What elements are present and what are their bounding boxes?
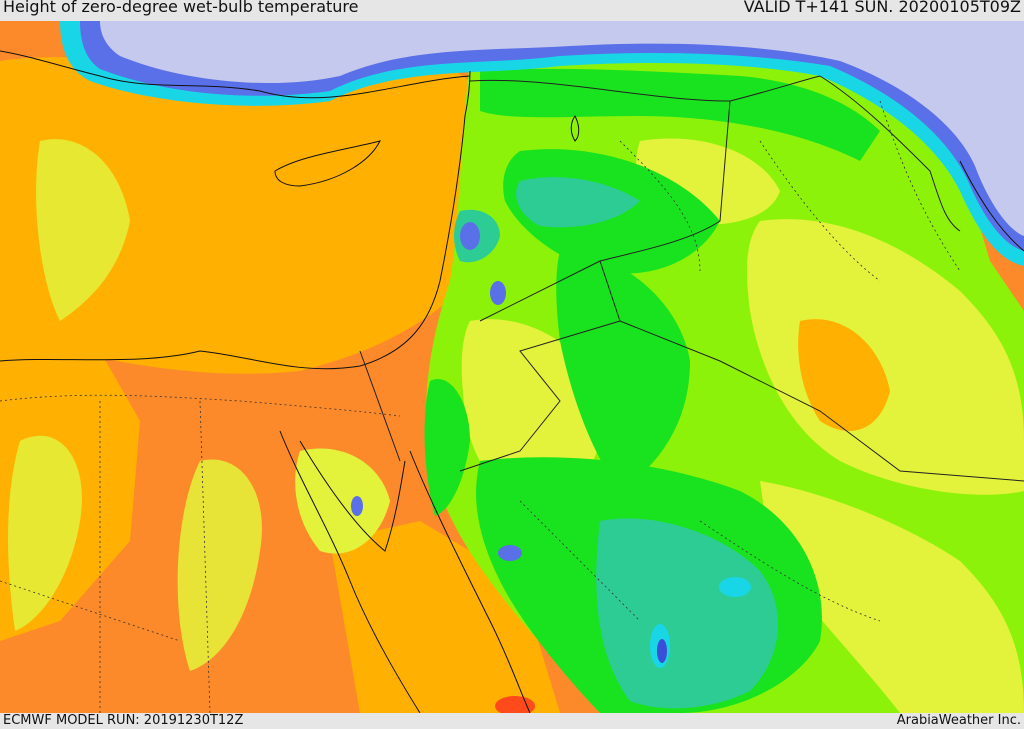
region-yellow-egypt-2 [8,435,82,631]
lake-tuz [570,115,580,142]
region-teal-syria [516,177,640,228]
region-yellow-sinai [295,448,390,554]
spot-cyan-arabia [719,577,751,597]
weather-map[interactable] [0,21,1024,713]
region-sea-cold [100,21,1024,236]
map-title: Height of zero-degree wet-bulb temperatu… [3,0,359,16]
region-green-north-turkey [480,68,880,161]
coastline-turkey [0,50,471,99]
border-iraq-iran [819,75,961,232]
spot-blue-jordan [490,281,506,305]
spot-blue-lebanon [460,222,480,250]
spot-blue-south [657,639,667,663]
region-green-central [556,251,690,491]
spot-blue-hejaz [498,545,522,561]
coastline-sinai [299,440,406,552]
region-yellow-egypt-3 [177,459,262,671]
coastline-gulf [959,160,1024,252]
coastlines [0,50,1024,713]
region-light-orange-south [330,521,560,713]
border-jordan-saudi [459,260,621,472]
region-yellow-egypt-1 [36,139,130,321]
coastline-redsea-west [279,430,421,713]
admin-borders [0,100,961,713]
border-syria-iraq [599,100,731,262]
footer-bar: ECMWF MODEL RUN: 20191230T12Z ArabiaWeat… [0,713,1024,729]
credit: ArabiaWeather Inc. [896,713,1021,728]
border-egypt-israel [359,350,401,462]
region-orange-iraq [798,319,890,431]
valid-time: VALID T+141 SUN. 20200105T09Z [743,0,1021,16]
coastline-redsea-east [409,450,531,713]
region-teal-arabia [596,518,779,709]
coastline-med [0,70,471,370]
cyprus [274,140,381,187]
region-yellow-east [760,481,1024,713]
model-run: ECMWF MODEL RUN: 20191230T12Z [3,713,244,728]
spot-blue-sinai [351,496,363,516]
border-turkey-syria [469,75,821,102]
region-light-orange-north [0,57,470,374]
map-canvas [0,21,1024,713]
borders [359,75,1024,482]
title-bar: Height of zero-degree wet-bulb temperatu… [0,0,1024,21]
region-yellow-iraq [747,219,1024,495]
border-iraq-saudi [619,320,1024,482]
region-green-coast [424,379,470,516]
